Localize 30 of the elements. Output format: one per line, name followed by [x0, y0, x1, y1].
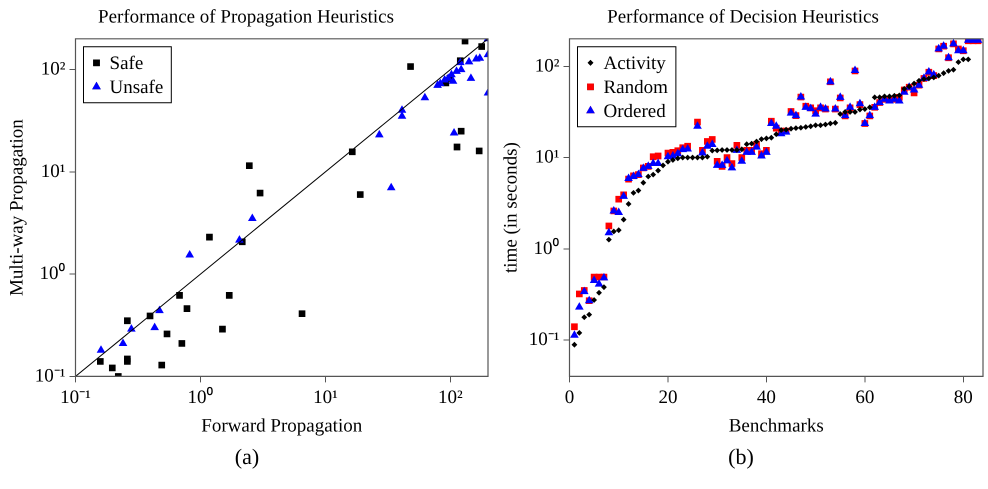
x-tick-label: 10⁻¹ [60, 386, 92, 408]
y-axis-title: Multi-way Propagation [6, 118, 28, 296]
text: (a) [234, 444, 260, 470]
y-tick-label: 10⁰ [533, 236, 560, 259]
legend-label: Ordered [603, 100, 666, 122]
x-tick-label: 20 [658, 386, 678, 408]
chart-title: Performance of Decision Heuristics [607, 6, 879, 28]
x-tick-label: 0 [564, 386, 574, 408]
x-tick-label: 80 [954, 386, 973, 408]
text: (b) [727, 444, 755, 470]
y-tick-label: 10¹ [40, 160, 66, 182]
x-tick-label: 10¹ [313, 386, 338, 408]
y-tick-label: 10⁰ [39, 262, 66, 284]
y-tick-label: 10⁻¹ [34, 365, 66, 386]
x-tick-label: 10² [438, 386, 464, 408]
y-tick-label: 10¹ [534, 146, 560, 168]
chart-title: Performance of Propagation Heuristics [98, 6, 394, 28]
x-axis-title: Benchmarks [728, 416, 824, 437]
y-tick-label: 10² [40, 58, 66, 80]
x-axis-title: Forward Propagation [201, 416, 363, 437]
x-tick-label: 60 [855, 386, 874, 408]
y-tick-label: 10² [534, 55, 560, 76]
legend-label: Random [603, 76, 668, 98]
x-tick-label: 40 [756, 386, 776, 408]
legend-label: Safe [109, 52, 144, 74]
x-tick-label: 10⁰ [187, 386, 214, 408]
y-tick-label: 10⁻¹ [528, 329, 560, 350]
legend-label: Unsafe [109, 76, 164, 98]
y-axis-title: time (in seconds) [500, 142, 522, 274]
legend-label: Activity [603, 52, 666, 74]
